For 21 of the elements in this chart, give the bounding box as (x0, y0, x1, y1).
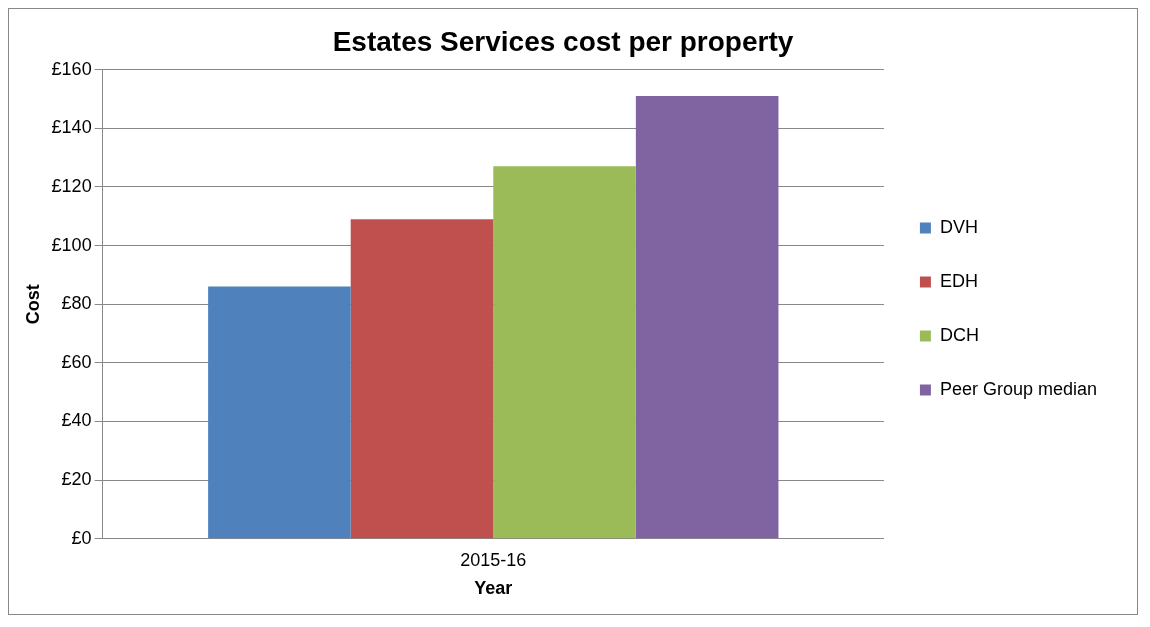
legend-label: DVH (939, 216, 978, 237)
x-axis-title: Year (474, 578, 513, 599)
y-tick-label: £20 (61, 469, 92, 490)
y-tick-label: £80 (61, 293, 92, 314)
legend-label: EDH (939, 270, 978, 291)
bar (635, 95, 779, 539)
y-tick-label: £160 (51, 58, 92, 79)
chart-title: Estates Services cost per property (332, 25, 794, 57)
x-tick-label: 2015-16 (460, 549, 527, 570)
bar (493, 166, 636, 539)
legend-label: DCH (939, 324, 979, 345)
bar (208, 286, 351, 539)
y-tick-label: £140 (51, 117, 92, 138)
y-tick-label: £120 (51, 175, 92, 196)
y-tick-label: £100 (51, 234, 92, 255)
legend-label: Peer Group median (939, 378, 1098, 399)
y-tick-label: £60 (61, 351, 92, 372)
y-tick-label: £40 (61, 410, 92, 431)
y-axis-title: Cost (22, 284, 43, 325)
y-tick-label: £0 (71, 527, 92, 548)
bar (350, 219, 494, 539)
